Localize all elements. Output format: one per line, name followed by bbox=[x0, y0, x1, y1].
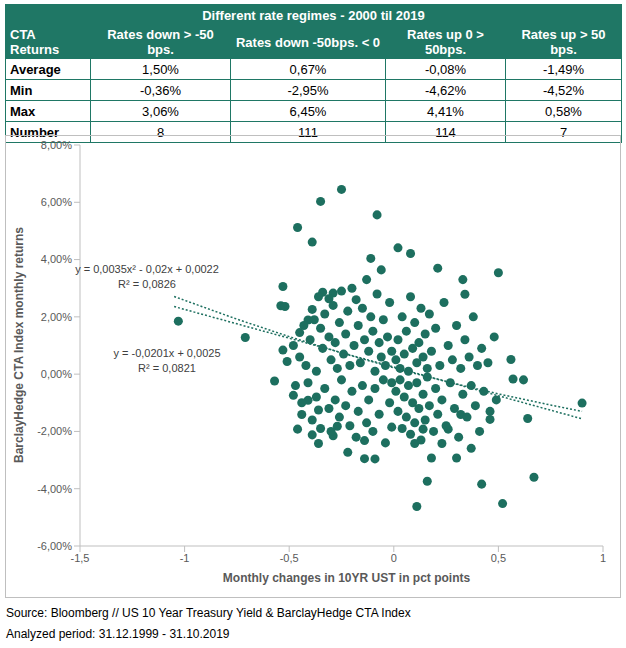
html-text:-4,62%: -4,62% bbox=[424, 82, 467, 98]
html-text:CTA Returns: CTA Returns bbox=[10, 27, 60, 57]
html-text:Rates up 0 > 50bps.: Rates up 0 > 50bps. bbox=[407, 27, 484, 57]
html-text:BarclayHedge CTA Index monthly: BarclayHedge CTA Index monthly returns bbox=[12, 227, 26, 463]
html-text:Rates down > -50 bps.: Rates down > -50 bps. bbox=[107, 27, 214, 57]
html-text:6,45%: 6,45% bbox=[289, 103, 327, 119]
html-text:4,41%: 4,41% bbox=[427, 103, 464, 119]
svg-text:0,5: 0,5 bbox=[491, 552, 506, 564]
html-text:R² = 0,0821: R² = 0,0821 bbox=[138, 362, 196, 374]
svg-text:-1,5: -1,5 bbox=[71, 552, 90, 564]
svg-text:4,00%: 4,00% bbox=[41, 253, 72, 265]
html-text:Rates down -50bps. < 0: Rates down -50bps. < 0 bbox=[235, 34, 381, 50]
html-text:y = 0,0035x² - 0,02x + 0,0022: y = 0,0035x² - 0,02x + 0,0022 bbox=[75, 263, 219, 275]
html-text:y = -0,0201x + 0,0025: y = -0,0201x + 0,0025 bbox=[113, 347, 221, 359]
html-text:0,67%: 0,67% bbox=[289, 61, 327, 77]
html-text:Different rate regimes - 2000: Different rate regimes - 2000 til 2019 bbox=[202, 7, 425, 23]
html-text:-0,08%: -0,08% bbox=[424, 61, 467, 77]
html-text:Max: Max bbox=[10, 103, 36, 119]
html-text:-1,49%: -1,49% bbox=[542, 61, 585, 77]
html-text:111: 111 bbox=[298, 124, 318, 140]
html-text:-2,95%: -2,95% bbox=[287, 82, 329, 98]
html-text:8: 8 bbox=[156, 124, 165, 140]
html-text:3,06%: 3,06% bbox=[142, 103, 179, 119]
svg-text:-1: -1 bbox=[180, 552, 190, 564]
html-text:Rates up > 50 bps.: Rates up > 50 bps. bbox=[521, 27, 606, 57]
svg-text:1: 1 bbox=[600, 552, 606, 564]
html-text:R² = 0,0826: R² = 0,0826 bbox=[118, 278, 176, 290]
svg-text:-2,00%: -2,00% bbox=[37, 425, 72, 437]
svg-text:0,00%: 0,00% bbox=[41, 368, 72, 380]
html-text:Average: Average bbox=[10, 61, 61, 77]
html-text:1,50%: 1,50% bbox=[142, 61, 179, 77]
svg-text:-6,00%: -6,00% bbox=[37, 540, 72, 552]
svg-text:0: 0 bbox=[391, 552, 397, 564]
html-text:Monthly changes in 10YR UST in: Monthly changes in 10YR UST in pct point… bbox=[222, 571, 471, 585]
html-text:Number: Number bbox=[10, 124, 60, 140]
html-text:7: 7 bbox=[559, 124, 568, 140]
svg-text:-4,00%: -4,00% bbox=[37, 483, 72, 495]
html-text:Analyzed period: 31.12.1999 -: Analyzed period: 31.12.1999 - 31.10.2019 bbox=[6, 627, 230, 641]
html-text:-0,36%: -0,36% bbox=[139, 82, 182, 98]
svg-text:8,00%: 8,00% bbox=[41, 139, 72, 151]
svg-text:-0,5: -0,5 bbox=[280, 552, 299, 564]
html-text:0,58%: 0,58% bbox=[545, 103, 582, 119]
html-text:-4,52%: -4,52% bbox=[542, 82, 585, 98]
svg-text:2,00%: 2,00% bbox=[41, 311, 72, 323]
html-text:114: 114 bbox=[435, 124, 456, 140]
html-text:Min: Min bbox=[10, 82, 33, 98]
svg-text:6,00%: 6,00% bbox=[41, 196, 72, 208]
html-text:Source: Bloomberg // US 10 Yea: Source: Bloomberg // US 10 Year Treasury… bbox=[6, 606, 411, 620]
